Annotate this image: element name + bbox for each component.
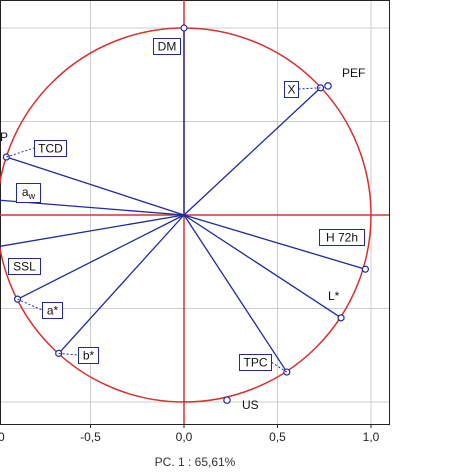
vector-L*: [183, 214, 342, 319]
label-L*: L*: [328, 289, 340, 303]
label-box-TCD: [34, 140, 67, 157]
x-tick-label: 0: [0, 430, 5, 444]
label-SSL: SSL: [13, 260, 36, 274]
leader-a*: [17, 298, 43, 311]
x-tick-label: 0,0: [176, 430, 193, 444]
label-b*: b*: [83, 349, 95, 363]
point-DM: [180, 24, 188, 32]
supplementary-label-PEF: PEF: [342, 66, 365, 80]
leader-TCD: [6, 147, 35, 158]
label-P: P: [0, 130, 8, 144]
correlation-circle-layer: [0, 0, 389, 424]
supplementary-point-US: [223, 396, 231, 404]
point-L*: [337, 314, 345, 322]
vector-TPC: [183, 214, 288, 373]
vector-P: [6, 156, 185, 216]
label-box-a*: [42, 302, 63, 319]
vector-H 72h: [183, 214, 366, 270]
vector-a*: [17, 214, 185, 300]
label-TCD: TCD: [38, 142, 63, 156]
x-axis-label: PC. 1 : 65,61%: [155, 455, 236, 469]
label-a*: a*: [47, 304, 59, 318]
x-tick-label: 0,5: [269, 430, 286, 444]
plot-frame: [0, 0, 390, 425]
variable-labels: DM X P TCD aw SSL H 72h L* a* b* TPC PEF US: [0, 38, 365, 412]
label-TPC: TPC: [244, 356, 268, 370]
label-aw: aw: [22, 185, 36, 201]
label-box-X: [284, 81, 299, 98]
point-H 72h: [361, 265, 369, 273]
grid: [0, 0, 389, 424]
vector-b*: [58, 214, 185, 354]
leader-b*: [58, 352, 79, 356]
label-box-DM: [153, 38, 181, 55]
vector-X: [183, 87, 321, 216]
x-tick-labels: 0 -0,5 0,0 0,5 1,0: [0, 424, 380, 444]
label-X: X: [287, 83, 295, 97]
supplementary-point-PEF: [324, 82, 332, 90]
label-box-aw: [16, 183, 41, 203]
x-tick-label: 1,0: [363, 430, 380, 444]
vector-SSL: [0, 214, 185, 247]
supplementary-label-US: US: [242, 398, 259, 412]
x-tick-label: -0,5: [80, 430, 101, 444]
label-box-b*: [78, 347, 99, 364]
label-DM: DM: [158, 40, 177, 54]
label-box-SSL: [8, 258, 41, 275]
label-box-TPC: [239, 354, 272, 371]
label-H 72h: H 72h: [326, 231, 358, 245]
leader-TPC: [270, 361, 288, 373]
label-box-H 72h: [319, 229, 365, 246]
